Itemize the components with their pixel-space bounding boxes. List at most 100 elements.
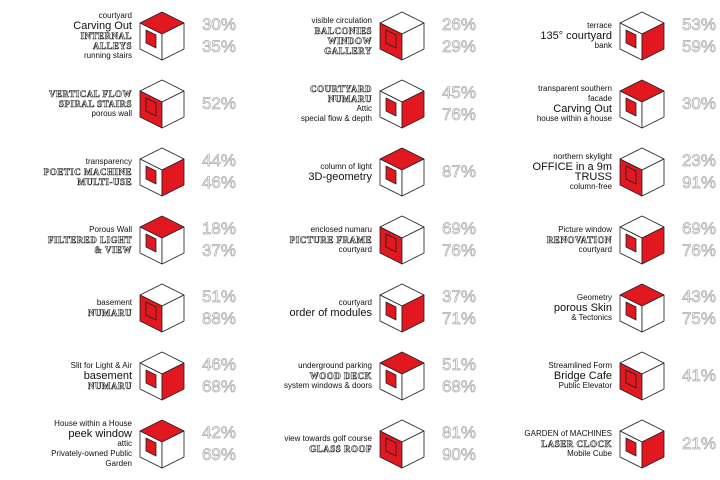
percents: 87% (428, 138, 477, 206)
percent: 37% (441, 287, 477, 307)
percent: 45% (441, 83, 477, 103)
icon-shape (401, 158, 425, 197)
percent: 76% (441, 241, 477, 261)
label: porous wall (91, 109, 132, 118)
percent: 37% (201, 241, 237, 261)
percents: 37% 71% (428, 274, 477, 342)
percents: 81% 90% (428, 410, 477, 478)
label: attic (117, 439, 132, 448)
label: Mobile Cube (567, 449, 612, 458)
label: peek window (68, 428, 132, 440)
labels: courtyard order of modules (280, 274, 372, 342)
percent: 44% (201, 151, 237, 171)
icon-shape (145, 369, 157, 389)
percent: 42% (201, 423, 237, 443)
icon-shape (401, 226, 425, 265)
percent: 43% (681, 287, 717, 307)
label: POETIC MACHINE (43, 167, 132, 178)
labels: Picture window RENOVATION courtyard (520, 206, 612, 274)
label: Streamlined Form (548, 361, 612, 370)
icon-shape (161, 226, 185, 265)
label: House within a House (54, 419, 132, 428)
percent: 68% (441, 377, 477, 397)
icon-shape (385, 165, 397, 185)
icon (379, 419, 425, 469)
percents: 18% 37% (188, 206, 237, 274)
percent: 52% (201, 94, 237, 114)
percents: 30% (668, 70, 717, 138)
percent: 75% (681, 309, 717, 329)
label: enclosed numaru (310, 225, 372, 234)
labels: basement NUMARU (40, 274, 132, 342)
label: Attic (356, 104, 372, 113)
icon (619, 351, 665, 401)
label: special flow & depth (300, 114, 372, 123)
icon-shape (145, 97, 157, 117)
label: OFFICE in a 9m TRUSS (532, 161, 612, 183)
label: VERTICAL FLOW (49, 89, 132, 100)
icon (139, 351, 185, 401)
icon-shape (625, 165, 637, 185)
label: WINDOW GALLERY (324, 36, 372, 57)
icon-shape (401, 430, 425, 469)
label: view towards golf course (284, 434, 372, 443)
percents: 53% 59% (668, 2, 717, 70)
icon (619, 215, 665, 265)
label: bank (594, 41, 612, 50)
percent: 30% (681, 94, 717, 114)
icon-shape (641, 158, 665, 197)
icon-shape (161, 90, 185, 129)
percents: 52% (188, 70, 237, 138)
label: Privately-owned Public Garden (51, 449, 132, 468)
labels: Streamlined Form Bridge Cafe Public Elevat… (520, 342, 612, 410)
percent: 35% (201, 37, 237, 57)
label: NUMARU (88, 381, 132, 392)
icon (139, 11, 185, 61)
icon-shape (161, 430, 185, 469)
percent: 69% (201, 445, 237, 465)
percents: 26% 29% (428, 2, 477, 70)
labels: northern skylight OFFICE in a 9m TRUSS col… (520, 138, 612, 206)
cell: visible circulation BALCONIES WINDOW GALLE… (240, 2, 480, 70)
icon-shape (625, 301, 637, 321)
labels: terrace 135° courtyard bank (520, 2, 612, 70)
icon (139, 215, 185, 265)
labels: underground parking WOOD DECK system windo… (280, 342, 372, 410)
percents: 44% 46% (188, 138, 237, 206)
label: FILTERED LIGHT & VIEW (48, 235, 132, 256)
percents: 42% 69% (188, 410, 237, 478)
icon (619, 419, 665, 469)
label: courtyard (338, 298, 372, 307)
label: WOOD DECK (309, 371, 372, 382)
label: running stairs (83, 51, 132, 60)
label: PICTURE FRAME (289, 235, 372, 246)
icon-shape (385, 369, 397, 389)
icon-shape (401, 22, 425, 61)
percent: 46% (201, 355, 237, 375)
label: Porous Wall (89, 225, 132, 234)
icon (379, 79, 425, 129)
label: northern skylight (553, 152, 612, 161)
cell: Streamlined Form Bridge Cafe Public Elevat… (480, 342, 720, 410)
icon-shape (641, 430, 665, 469)
label: column-free (569, 182, 612, 191)
label: Picture window (558, 225, 612, 234)
icon-shape (145, 301, 157, 321)
label: transparency (85, 157, 132, 166)
label: Carving Out (553, 103, 612, 115)
labels: Geometry porous Skin & Tectonics (520, 274, 612, 342)
icon-shape (401, 362, 425, 401)
percents: 46% 68% (188, 342, 237, 410)
icon-shape (641, 22, 665, 61)
labels: Slit for Light & Air basement NUMARU (40, 342, 132, 410)
percent: 87% (441, 162, 477, 182)
label: Slit for Light & Air (70, 361, 132, 370)
percent: 29% (441, 37, 477, 57)
label: basement (83, 370, 132, 382)
label: 135° courtyard (540, 30, 612, 42)
icon (139, 79, 185, 129)
percent: 69% (441, 219, 477, 239)
label: house within a house (536, 114, 612, 123)
label: column of light (320, 162, 372, 171)
cell: Slit for Light & Air basement NUMARU 46% 68% (0, 342, 240, 410)
